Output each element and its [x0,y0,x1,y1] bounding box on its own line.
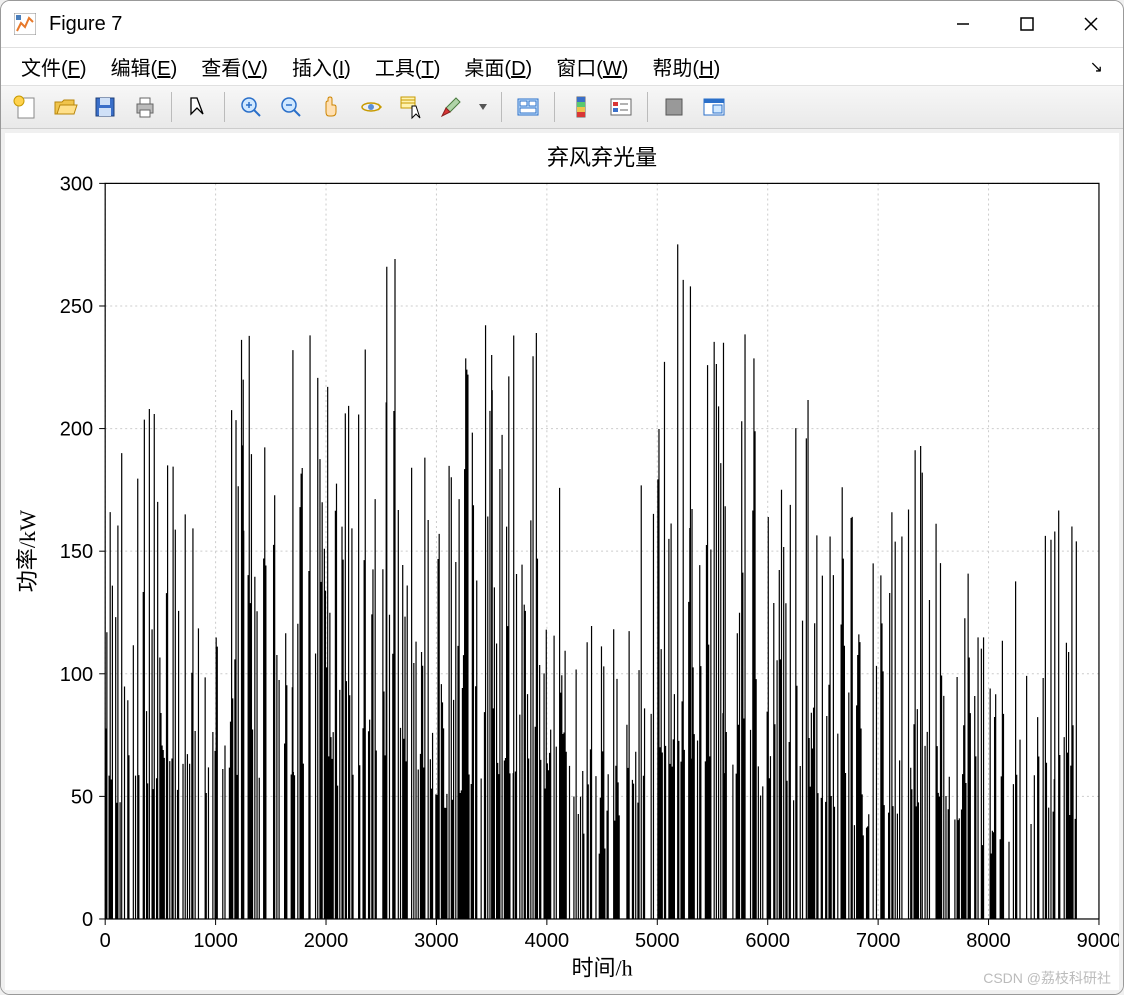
menu-w[interactable]: 窗口(W) [544,48,640,85]
rotate-3d-button[interactable] [353,89,389,125]
menu-v[interactable]: 查看(V) [189,48,280,85]
zoom-in-button[interactable] [233,89,269,125]
toolbar-separator [501,92,502,122]
menu-d[interactable]: 桌面(D) [452,48,544,85]
toolbar-separator [171,92,172,122]
figure-window: Figure 7 文件(F)编辑(E)查看(V)插入(I)工具(T)桌面(D)窗… [0,0,1124,995]
data-cursor-button[interactable] [393,89,429,125]
more-tools-button[interactable] [473,89,493,125]
maximize-button[interactable] [995,1,1059,47]
insert-legend-button[interactable] [603,89,639,125]
save-figure-button[interactable] [87,89,123,125]
minimize-button[interactable] [931,1,995,47]
menu-e[interactable]: 编辑(E) [99,48,190,85]
svg-text:5000: 5000 [635,931,680,953]
dock-figure-button[interactable] [696,89,732,125]
svg-text:2000: 2000 [304,931,349,953]
zoom-out-button[interactable] [273,89,309,125]
app-icon [13,12,37,36]
open-file-button[interactable] [47,89,83,125]
svg-text:250: 250 [60,296,93,318]
menu-f[interactable]: 文件(F) [9,48,99,85]
window-title: Figure 7 [49,13,931,36]
svg-text:7000: 7000 [856,931,901,953]
toolbar-separator [224,92,225,122]
toolbar-separator [647,92,648,122]
svg-text:8000: 8000 [966,931,1011,953]
svg-text:100: 100 [60,664,93,686]
toolbar-separator [554,92,555,122]
window-controls [931,1,1123,47]
menu-t[interactable]: 工具(T) [363,48,453,85]
svg-text:9000: 9000 [1077,931,1119,953]
pan-button[interactable] [313,89,349,125]
close-button[interactable] [1059,1,1123,47]
toolbar [1,86,1123,129]
brush-button[interactable] [433,89,469,125]
svg-text:300: 300 [60,174,93,196]
svg-text:6000: 6000 [745,931,790,953]
menubar: 文件(F)编辑(E)查看(V)插入(I)工具(T)桌面(D)窗口(W)帮助(H)… [1,48,1123,86]
svg-text:时间/h: 时间/h [571,956,632,981]
plot-container[interactable]: 0 1000 2000 3000 4000 5000 6000 7000 8000 9000 0 50… [5,133,1119,990]
svg-text:200: 200 [60,419,93,441]
svg-text:1000: 1000 [193,931,238,953]
svg-text:弃风弃光量: 弃风弃光量 [547,146,657,171]
svg-text:4000: 4000 [525,931,570,953]
new-figure-button[interactable] [7,89,43,125]
dock-arrow-icon[interactable]: ↘ [1078,53,1115,81]
menu-i[interactable]: 插入(I) [280,48,363,85]
svg-text:0: 0 [100,931,111,953]
svg-text:0: 0 [82,909,93,931]
hide-tools-button[interactable] [656,89,692,125]
print-figure-button[interactable] [127,89,163,125]
svg-text:功率/kW: 功率/kW [15,510,40,593]
svg-text:3000: 3000 [414,931,459,953]
chart-svg: 0 1000 2000 3000 4000 5000 6000 7000 8000 9000 0 50… [5,133,1119,990]
link-plot-button[interactable] [510,89,546,125]
menu-h[interactable]: 帮助(H) [640,48,732,85]
figure-canvas-area: 0 1000 2000 3000 4000 5000 6000 7000 8000 9000 0 50… [1,129,1123,994]
svg-text:50: 50 [71,787,93,809]
edit-plot-button[interactable] [180,89,216,125]
titlebar: Figure 7 [1,1,1123,48]
insert-colorbar-button[interactable] [563,89,599,125]
svg-text:150: 150 [60,542,93,564]
